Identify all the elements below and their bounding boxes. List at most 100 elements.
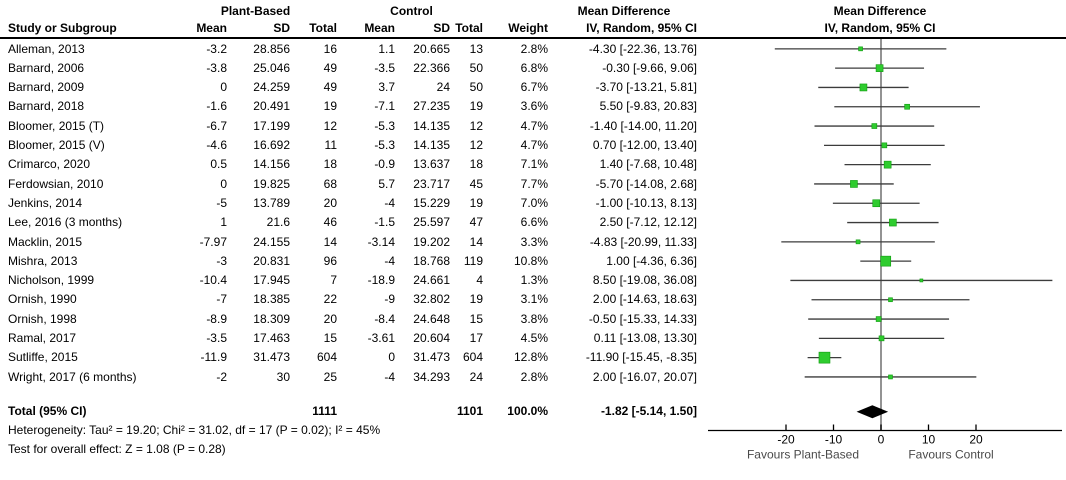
- cell-weight: 12.8%: [513, 350, 548, 365]
- cell-name: Wright, 2017 (6 months): [8, 369, 137, 384]
- effect-marker: [875, 316, 882, 322]
- cell-pb_total: 49: [323, 80, 337, 95]
- cell-c_sd: 25.597: [413, 215, 450, 230]
- cell-ci: -4.83 [-20.99, 11.33]: [589, 234, 697, 249]
- cell-c_mean: -3.61: [367, 331, 395, 345]
- cell-c_mean: -9: [384, 292, 395, 307]
- cell-name: Barnard, 2006: [8, 60, 85, 75]
- cell-c_total: 604: [462, 350, 483, 365]
- favours-left-label: Favours Plant-Based: [747, 448, 859, 462]
- cell-pb_total: 25: [323, 369, 337, 384]
- table-row: Mishra, 2013 -3 20.831 96 -4 18.768 119 10.8% 1.…: [0, 252, 700, 271]
- cell-pb_mean: -3.2: [206, 41, 227, 56]
- cell-pb_sd: 28.856: [253, 41, 290, 56]
- cell-pb_total: 18: [323, 157, 337, 172]
- cell-c_mean: -3.14: [367, 234, 395, 249]
- cell-c_sd: 22.366: [413, 60, 450, 75]
- cell-pb_mean: -7.97: [199, 234, 227, 249]
- cell-c_total: 45: [469, 176, 483, 191]
- effect-marker: [871, 123, 878, 129]
- cell-c_sd: 32.802: [413, 292, 450, 307]
- cell-c_sd: 15.229: [413, 195, 450, 210]
- cell-pb_mean: 0: [220, 176, 227, 191]
- cell-pb_total: 46: [323, 215, 337, 230]
- effect-marker: [818, 351, 831, 364]
- cell-c_sd: 20.604: [413, 331, 450, 345]
- tick-label: -10: [825, 433, 843, 447]
- cell-pb_mean: -6.7: [206, 118, 227, 133]
- cell-c_mean: 0: [388, 350, 395, 365]
- cell-pb_total: 12: [323, 118, 337, 133]
- table-row: Barnard, 2006 -3.8 25.046 49 -3.5 22.366 50 6.8…: [0, 59, 700, 78]
- cell-weight: 3.8%: [520, 311, 548, 326]
- cell-pb_sd: 17.199: [253, 118, 290, 133]
- table-row: Ornish, 1998 -8.9 18.309 20 -8.4 24.648 15 3.8%…: [0, 310, 700, 329]
- cell-name: Sutliffe, 2015: [8, 350, 78, 365]
- cell-pb_total: 14: [323, 234, 337, 249]
- cell-name: Ornish, 1990: [8, 292, 77, 307]
- cell-pb_sd: 17.463: [253, 331, 290, 345]
- table-row: Barnard, 2018 -1.6 20.491 19 -7.1 27.235 19 3.6…: [0, 97, 700, 116]
- cell-pb_sd: 31.473: [253, 350, 290, 365]
- cell-c_total: 19: [469, 292, 483, 307]
- cell-c_total: 50: [469, 80, 483, 95]
- cell-c_mean: -1.5: [374, 215, 395, 230]
- cell-name: Crimarco, 2020: [8, 157, 91, 172]
- cell-pb_mean: -5: [216, 195, 227, 210]
- cell-ci: 0.11 [-13.08, 13.30]: [593, 331, 697, 345]
- cell-pb_total: 20: [323, 195, 337, 210]
- effect-marker: [855, 239, 861, 245]
- cell-c_mean: -3.5: [374, 60, 395, 75]
- forest-plot-graphic: -20 -10 0 10 20 Favours Plant-Based Favours Co…: [708, 39, 1062, 462]
- cell-c_sd: 19.202: [413, 234, 450, 249]
- header-weight: Weight: [508, 21, 548, 35]
- cell-name: Lee, 2016 (3 months): [8, 215, 123, 230]
- header-pb-total: Total: [309, 21, 337, 35]
- cell-c_mean: 5.7: [378, 176, 395, 191]
- header-pb-sd: SD: [273, 21, 290, 35]
- table-row: Bloomer, 2015 (V) -4.6 16.692 11 -5.3 14.135 1…: [0, 136, 700, 155]
- cell-c_total: 19: [469, 195, 483, 210]
- cell-ci: 2.00 [-14.63, 18.63]: [592, 292, 697, 307]
- cell-c_mean: -4: [384, 253, 395, 268]
- cell-c_total: 119: [463, 253, 483, 268]
- cell-pb_sd: 21.6: [266, 215, 290, 230]
- header-pb-mean: Mean: [196, 21, 227, 35]
- cell-c_mean: -5.3: [374, 118, 395, 133]
- cell-c_sd: 24.648: [413, 311, 450, 326]
- cell-pb_total: 11: [324, 138, 337, 152]
- cell-c_sd: 13.637: [413, 157, 450, 172]
- tick-label: -20: [777, 433, 795, 447]
- group-header-plant-based: Plant-Based: [220, 4, 291, 18]
- cell-ci: -0.50 [-15.33, 14.33]: [588, 311, 697, 326]
- cell-weight: 4.7%: [520, 118, 548, 133]
- total-row: Total (95% CI) 1111 1101 100.0% -1.82 [-…: [0, 402, 700, 421]
- cell-name: Bloomer, 2015 (T): [8, 118, 105, 133]
- group-header-control: Control: [390, 4, 433, 18]
- cell-pb_sd: 24.155: [253, 234, 290, 249]
- cell-name: Alleman, 2013: [8, 41, 85, 56]
- cell-pb_mean: -10.4: [199, 273, 227, 288]
- cell-c_total: 4: [476, 273, 483, 288]
- cell-c_total: 50: [469, 60, 483, 75]
- summary-diamond: [856, 405, 889, 419]
- cell-name: Ferdowsian, 2010: [8, 176, 104, 191]
- effect-marker: [904, 103, 910, 110]
- cell-ci: 0.70 [-12.00, 13.40]: [592, 138, 697, 152]
- cell-pb_total: 16: [323, 41, 337, 56]
- cell-weight: 2.8%: [520, 369, 548, 384]
- effect-marker: [872, 199, 881, 208]
- table-row: Nicholson, 1999 -10.4 17.945 7 -18.9 24.661 4 1…: [0, 271, 700, 290]
- cell-c_mean: 1.1: [378, 41, 395, 56]
- cell-pb_mean: -2: [216, 369, 227, 384]
- cell-c_sd: 14.135: [413, 118, 450, 133]
- cell-c_total: 12: [469, 118, 483, 133]
- header-study: Study or Subgroup: [8, 21, 117, 35]
- cell-c_mean: -5.3: [374, 138, 395, 152]
- cell-c_total: 19: [469, 99, 483, 114]
- table-row: Alleman, 2013 -3.2 28.856 16 1.1 20.665 13 2.8%…: [0, 40, 700, 59]
- cell-ci: 1.40 [-7.68, 10.48]: [599, 157, 697, 172]
- cell-name: Macklin, 2015: [8, 234, 83, 249]
- cell-pb_mean: -8.9: [206, 311, 227, 326]
- cell-c_total: 15: [469, 311, 483, 326]
